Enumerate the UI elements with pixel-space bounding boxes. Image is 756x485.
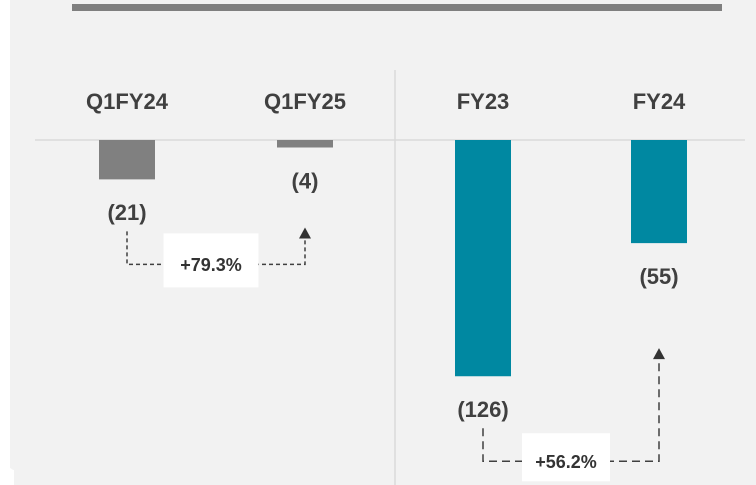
arrow-head: [653, 348, 665, 360]
panel-background: [10, 0, 756, 485]
annotation-box: [522, 433, 610, 482]
category-label: Q1FY25: [264, 89, 346, 114]
header-rule: [72, 4, 722, 11]
bar: [99, 140, 155, 180]
value-label: (4): [292, 168, 319, 193]
bar: [455, 140, 511, 377]
arrow-head: [299, 227, 311, 239]
value-label: (21): [107, 200, 146, 225]
bar: [277, 140, 333, 148]
value-label: (126): [457, 397, 508, 422]
category-label: FY24: [633, 89, 686, 114]
annotation-box: [163, 233, 259, 288]
category-label: FY23: [457, 89, 510, 114]
annotation: +79.3%: [180, 255, 242, 275]
category-label: Q1FY24: [86, 89, 169, 114]
annotation: +56.2%: [535, 452, 597, 472]
corner-round: [0, 455, 14, 485]
bar: [631, 140, 687, 244]
value-label: (55): [639, 264, 678, 289]
